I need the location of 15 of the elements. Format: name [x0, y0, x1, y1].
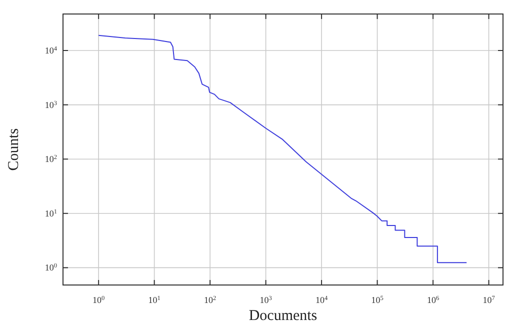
x-tick-label: 10$^{3}$ — [260, 294, 272, 305]
y-tick-label: 10$^{4}$ — [44, 44, 58, 56]
x-axis-title: Documents — [248, 308, 318, 324]
x-tick-label: 10$^{2}$ — [204, 294, 216, 305]
y-tick-label: 10$^{0}$ — [44, 262, 57, 273]
x-tick-label: 10$^{4}$ — [315, 294, 328, 305]
x-tick-label: 10$^{7}$ — [482, 294, 495, 305]
y-axis-title: Counts — [6, 128, 22, 171]
y-tick-label: 10$^{1}$ — [44, 208, 57, 218]
y-tick-label: 10$^{3}$ — [44, 99, 57, 110]
x-tick-label: 10$^{1}$ — [148, 294, 160, 305]
y-tick-label: 10$^{2}$ — [44, 154, 57, 164]
x-tick-label: 10$^{0}$ — [92, 294, 105, 305]
x-tick-label: 10$^{5}$ — [371, 294, 384, 305]
x-tick-label: 10$^{6}$ — [426, 294, 440, 305]
